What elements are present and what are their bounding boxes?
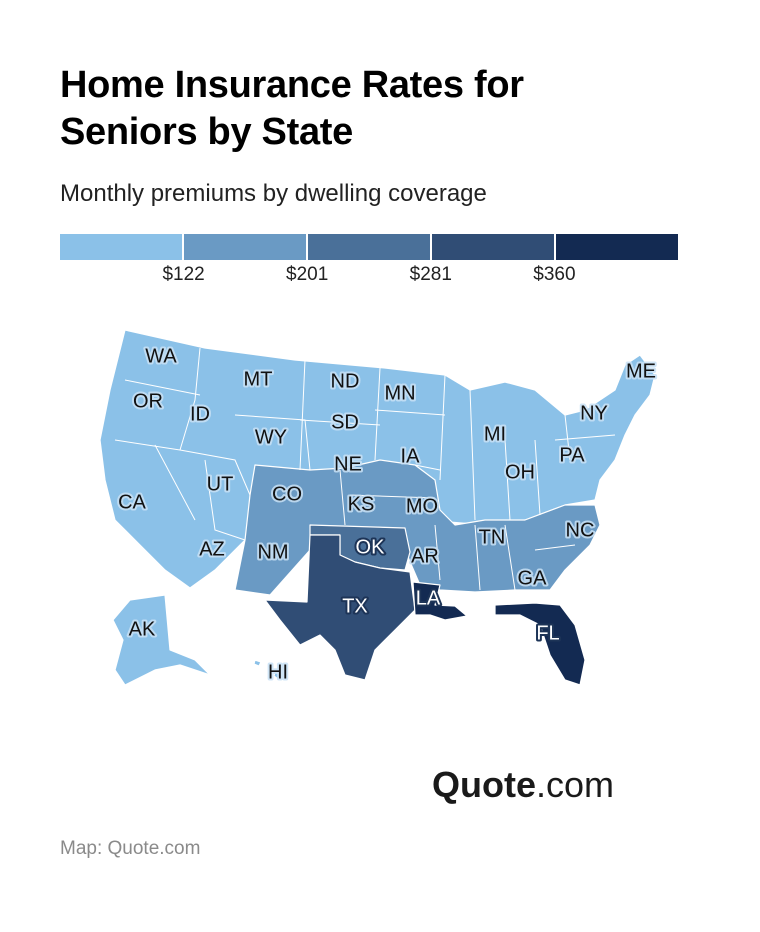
color-legend	[60, 234, 678, 260]
state-label-hi: HI	[268, 661, 288, 683]
logo-wordmark: Quote	[432, 764, 536, 805]
state-fl	[494, 602, 586, 686]
state-label-ks: KS	[348, 493, 375, 515]
region-west-north	[99, 329, 656, 589]
legend-break-4: $360	[533, 264, 576, 285]
state-label-ak: AK	[129, 618, 156, 640]
us-choropleth-map: WA OR CA ID MT WY UT AZ CO NM ND SD NE KS OK TX MN IA MO AR…	[95, 320, 675, 700]
state-label-nm: NM	[257, 541, 288, 563]
state-label-nc: NC	[566, 519, 595, 541]
state-label-ne: NE	[334, 453, 362, 475]
quote-logo: Quote.com	[432, 764, 614, 806]
state-tx	[264, 534, 416, 681]
state-label-oh: OH	[505, 461, 535, 483]
legend-break-2: $201	[286, 264, 329, 285]
state-label-mn: MN	[384, 382, 415, 404]
state-label-tx: TX	[342, 595, 368, 617]
state-label-mt: MT	[244, 368, 273, 390]
legend-swatch-4	[432, 234, 554, 260]
state-label-az: AZ	[199, 538, 225, 560]
state-label-sd: SD	[331, 411, 359, 433]
state-hi	[253, 659, 282, 680]
legend-swatch-5	[556, 234, 678, 260]
legend-break-1: $122	[162, 264, 205, 285]
state-label-ut: UT	[207, 473, 234, 495]
state-label-tn: TN	[479, 526, 506, 548]
state-label-nd: ND	[331, 370, 360, 392]
chart-title: Home Insurance Rates for Seniors by Stat…	[60, 64, 524, 153]
state-label-ca: CA	[118, 491, 146, 513]
state-label-mo: MO	[406, 495, 438, 517]
state-label-id: ID	[190, 403, 210, 425]
state-label-ga: GA	[518, 567, 548, 589]
state-ak	[112, 594, 211, 686]
state-label-me: ME	[626, 360, 656, 382]
state-label-ar: AR	[411, 545, 439, 567]
state-label-wy: WY	[255, 426, 287, 448]
state-label-co: CO	[272, 483, 302, 505]
legend-labels: $122 $201 $281 $360	[60, 264, 678, 288]
state-label-wa: WA	[145, 345, 177, 367]
state-label-ia: IA	[401, 445, 421, 467]
legend-swatch-1	[60, 234, 182, 260]
state-label-la: LA	[416, 587, 441, 609]
legend-break-3: $281	[409, 264, 452, 285]
legend-swatch-2	[184, 234, 306, 260]
state-label-ok: OK	[356, 536, 386, 558]
state-label-fl: FL	[536, 622, 559, 644]
region-central-south	[234, 459, 601, 596]
chart-subtitle: Monthly premiums by dwelling coverage	[60, 180, 487, 207]
state-label-pa: PA	[559, 444, 585, 466]
state-label-mi: MI	[484, 423, 506, 445]
state-label-ny: NY	[580, 402, 608, 424]
state-label-or: OR	[133, 390, 163, 412]
logo-domain: .com	[536, 764, 615, 805]
state-la	[412, 581, 468, 621]
source-credit: Map: Quote.com	[60, 838, 201, 859]
legend-swatch-3	[308, 234, 430, 260]
